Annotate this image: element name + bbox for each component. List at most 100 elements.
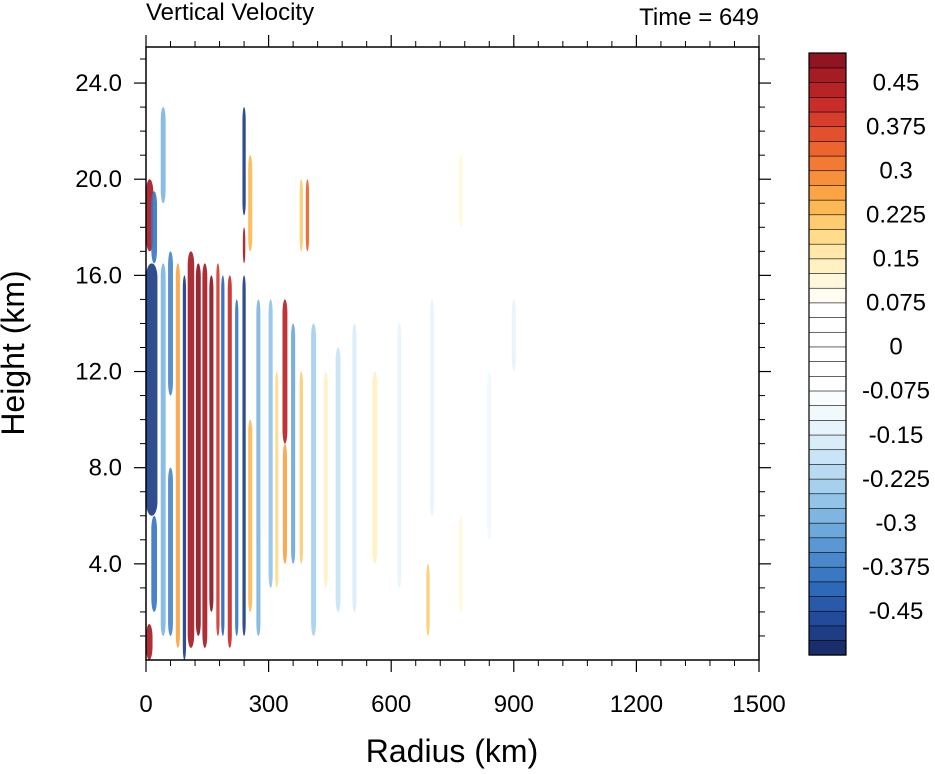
heatmap-cell-38-0	[511, 299, 516, 372]
colorbar-swatch	[808, 170, 847, 186]
colorbar-swatch	[808, 375, 847, 392]
heatmap-cell-10-0	[202, 263, 208, 648]
heatmap-cell-34-0	[426, 563, 430, 636]
heatmap-cell-19-0	[256, 299, 261, 636]
colorbar-swatch	[808, 214, 847, 230]
y-axis-label: Height (km)	[0, 270, 31, 435]
heatmap-cell-6-0	[175, 263, 180, 648]
colorbar-swatch	[808, 566, 847, 583]
heatmap-cell-25-0	[291, 323, 296, 564]
colorbar-swatch	[808, 625, 847, 641]
colorbar-swatch	[808, 258, 847, 274]
heatmap-cell-7-0	[182, 275, 187, 660]
heatmap-cell-28-0	[311, 323, 317, 636]
colorbar-label: 0.15	[873, 246, 920, 273]
colorbar-swatch	[808, 522, 847, 539]
colorbar-swatch	[808, 331, 847, 348]
colorbar-swatch	[808, 243, 847, 260]
plot-frame	[145, 46, 760, 661]
chart-title: Vertical Velocity	[146, 0, 314, 26]
y-tick-label: 12.0	[75, 359, 122, 386]
heatmap-cell-13-0	[221, 275, 225, 636]
colorbar-swatch	[808, 199, 847, 216]
colorbar-swatch	[808, 390, 847, 406]
heatmap-cell-22-0	[275, 371, 279, 588]
x-tick-label: 300	[249, 691, 289, 718]
colorbar-frame	[808, 52, 847, 656]
heatmap-cell-4-0	[160, 263, 166, 636]
colorbar-label: 0	[889, 334, 902, 361]
colorbar-swatch	[808, 302, 847, 318]
colorbar-label: -0.3	[875, 510, 916, 537]
heatmap-layer	[146, 107, 516, 660]
heatmap-cell-9-0	[195, 263, 201, 636]
colorbar-swatch	[808, 640, 847, 656]
heatmap-cell-29-0	[323, 371, 328, 588]
heatmap-cell-4-1	[160, 107, 166, 204]
colorbar-swatch	[808, 287, 847, 304]
heatmap-cell-0-0	[146, 263, 158, 516]
heatmap-cell-27-0	[305, 179, 310, 252]
heatmap-cell-5-1	[168, 251, 173, 396]
heatmap-cell-33-0	[397, 323, 402, 588]
colorbar-swatch	[808, 140, 847, 157]
colorbar-label: 0.45	[873, 69, 920, 96]
colorbar-swatch	[808, 405, 847, 421]
colorbar-swatch	[808, 419, 847, 436]
heatmap-cell-12-0	[216, 263, 220, 636]
heatmap-cell-36-0	[458, 155, 463, 228]
colorbar-label: 0.225	[866, 202, 926, 229]
colorbar-swatch	[808, 551, 847, 568]
y-tick-label: 4.0	[89, 551, 122, 578]
y-tick-label: 8.0	[89, 455, 122, 482]
colorbar-label: 0.075	[866, 290, 926, 317]
x-tick-label: 900	[494, 691, 534, 718]
colorbar-label: -0.225	[862, 466, 930, 493]
colorbar-label: -0.375	[862, 554, 930, 581]
y-tick-label: 20.0	[75, 166, 122, 193]
heatmap-cell-30-0	[335, 347, 341, 612]
plot-area	[146, 47, 759, 660]
colorbar-label: -0.075	[862, 378, 930, 405]
colorbar-swatch	[808, 537, 847, 553]
heatmap-cell-24-0	[282, 443, 287, 564]
colorbar-swatch	[808, 155, 847, 172]
colorbar-swatch	[808, 434, 847, 451]
heatmap-cell-11-0	[209, 275, 214, 612]
colorbar-swatch	[808, 361, 847, 377]
colorbar-swatch	[808, 478, 847, 495]
heatmap-cell-15-0	[235, 299, 239, 636]
heatmap-cell-18-1	[248, 155, 253, 252]
y-tick-label: 16.0	[75, 262, 122, 289]
colorbar-swatch	[808, 346, 847, 362]
colorbar-swatch	[808, 126, 847, 142]
y-tick-label: 24.0	[75, 70, 122, 97]
colorbar-swatch	[808, 595, 847, 612]
heatmap-cell-23-0	[282, 299, 288, 444]
heatmap-cell-31-0	[352, 323, 357, 612]
y-axis: 4.0 8.0 12.0 16.0 20.0 24.0	[75, 58, 771, 637]
colorbar-swatch	[808, 272, 847, 289]
heatmap-cell-37-0	[487, 371, 492, 540]
colorbar-label: -0.45	[869, 598, 924, 625]
colorbar-label: 0.375	[866, 113, 926, 140]
heatmap-cell-3-0	[151, 191, 158, 264]
colorbar: 0.45 0.375 0.3 0.225 0.15 0.075 0 -0.075 -0.15 -0…	[808, 52, 930, 656]
colorbar-swatch	[808, 463, 847, 480]
heatmap-cell-35-0	[430, 299, 435, 516]
colorbar-swatch	[808, 52, 847, 69]
colorbar-swatch	[808, 507, 847, 524]
heatmap-cell-2-0	[146, 623, 153, 660]
heatmap-cell-21-0	[268, 299, 273, 588]
colorbar-label: -0.15	[869, 422, 924, 449]
colorbar-swatch	[808, 96, 847, 113]
heatmap-cell-36-1	[458, 515, 463, 612]
colorbar-swatch	[808, 493, 847, 509]
x-axis-label: Radius (km)	[366, 733, 538, 769]
colorbar-swatch	[808, 581, 847, 597]
colorbar-swatch	[808, 111, 847, 128]
heatmap-cell-16-1	[242, 107, 246, 216]
x-axis: 0 300 600 900 1200 1500	[139, 35, 786, 718]
x-tick-label: 0	[139, 691, 152, 718]
